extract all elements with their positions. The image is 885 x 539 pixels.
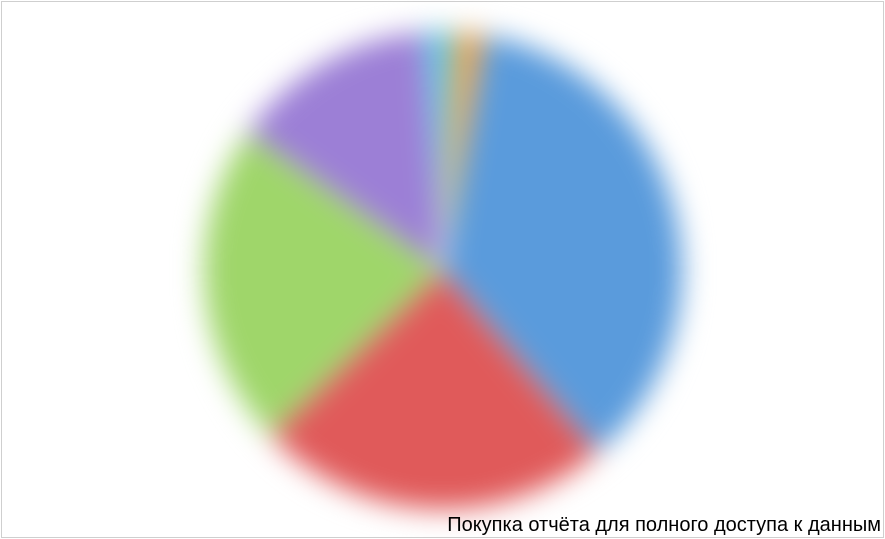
pie-chart (203, 30, 683, 510)
pie-chart-blur-wrap (0, 0, 885, 539)
purchase-caption: Покупка отчёта для полного доступа к дан… (447, 514, 881, 537)
